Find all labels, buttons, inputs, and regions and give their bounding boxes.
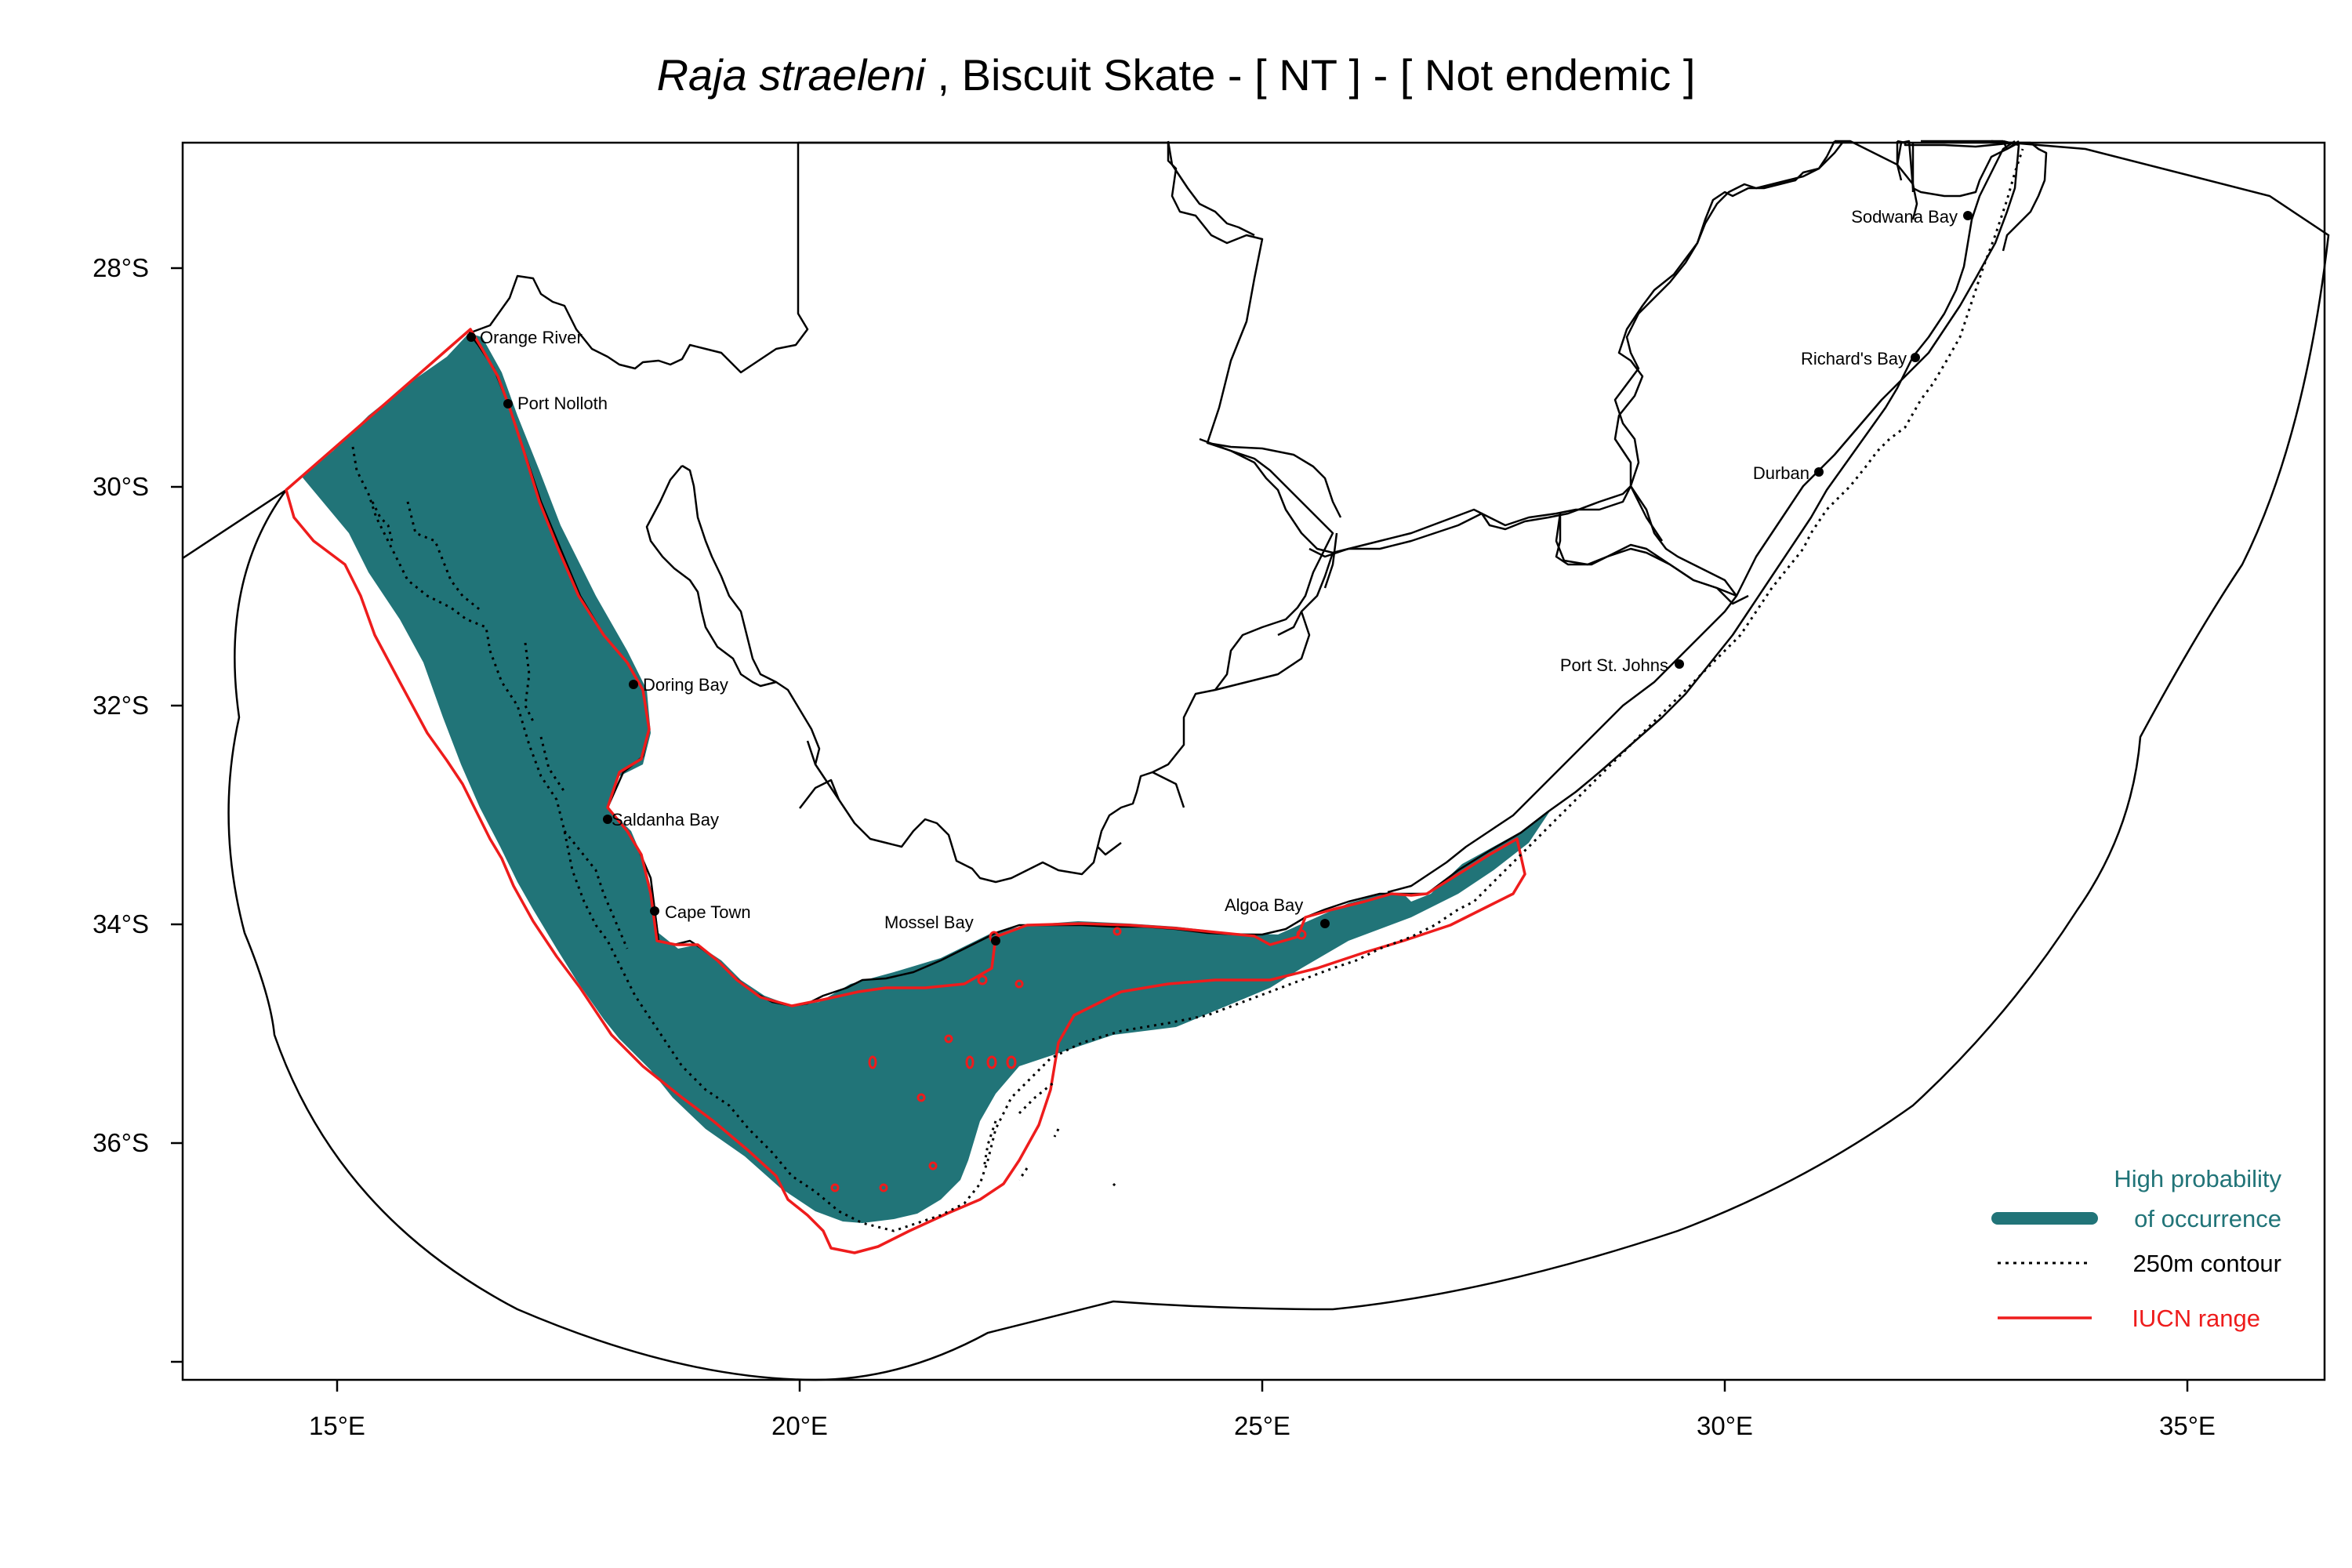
y-tick-label: 28°S <box>93 253 149 282</box>
x-axis-labels: 15°E 20°E 25°E 30°E 35°E <box>309 1411 2216 1440</box>
iucn-patches <box>830 927 1307 1192</box>
legend: High probability of occurrence 250m cont… <box>1991 1165 2281 1332</box>
marker-richards-bay <box>1911 353 1920 362</box>
legend-iucn-label: IUCN range <box>2132 1305 2260 1332</box>
label-durban: Durban <box>1753 463 1809 483</box>
label-sodwana-bay: Sodwana Bay <box>1851 207 1958 227</box>
marker-doring-bay <box>629 680 638 689</box>
label-doring-bay: Doring Bay <box>643 675 728 695</box>
label-mossel-bay: Mossel Bay <box>884 913 974 932</box>
label-port-nolloth: Port Nolloth <box>517 394 608 413</box>
y-axis-labels: 28°S 30°S 32°S 34°S 36°S <box>93 253 149 1157</box>
occurrence-area <box>302 333 1552 1223</box>
eastern-outlines <box>1167 140 2020 894</box>
y-tick-label: 32°S <box>93 691 149 720</box>
x-tick-label: 30°E <box>1697 1411 1753 1440</box>
legend-high-probability-line1: High probability <box>2114 1165 2281 1192</box>
marker-port-nolloth <box>503 399 513 408</box>
marker-mossel-bay <box>991 936 1000 946</box>
x-tick-label: 15°E <box>309 1411 365 1440</box>
place-markers <box>466 211 1973 946</box>
map-title: Raja straeleni , Biscuit Skate - [ NT ] … <box>657 50 1696 100</box>
land-outlines <box>468 140 2048 884</box>
coastline <box>468 140 2016 1007</box>
label-orange-river: Orange River <box>480 328 583 347</box>
y-tick-label: 34°S <box>93 909 149 938</box>
x-tick-label: 35°E <box>2159 1411 2216 1440</box>
title-rest: , Biscuit Skate - [ NT ] - [ Not endemic… <box>925 50 1695 100</box>
label-port-st-johns: Port St. Johns <box>1560 655 1668 675</box>
axis-ticks <box>171 267 2189 1392</box>
marker-sodwana-bay <box>1963 211 1973 220</box>
eez-boundary <box>182 140 2330 1381</box>
label-saldanha-bay: Saldanha Bay <box>612 810 719 829</box>
label-richards-bay: Richard's Bay <box>1801 349 1907 368</box>
legend-contour-label: 250m contour <box>2132 1250 2281 1277</box>
marker-cape-town <box>650 906 659 916</box>
marker-algoa-bay <box>1320 919 1330 928</box>
place-labels: Orange River Port Nolloth Doring Bay Sal… <box>480 207 1958 932</box>
contour-250m <box>351 148 2024 1232</box>
iucn-range-outline <box>285 328 1526 1254</box>
title-species: Raja straeleni <box>657 50 927 100</box>
marker-orange-river <box>466 332 476 342</box>
marker-saldanha-bay <box>603 815 612 824</box>
plot-frame <box>181 141 2326 1381</box>
x-tick-label: 20°E <box>771 1411 828 1440</box>
y-tick-label: 30°S <box>93 472 149 501</box>
label-cape-town: Cape Town <box>665 902 751 922</box>
marker-port-st-johns <box>1675 659 1684 669</box>
x-tick-label: 25°E <box>1234 1411 1290 1440</box>
marker-durban <box>1814 467 1824 477</box>
legend-high-probability-line2: of occurrence <box>2134 1205 2281 1232</box>
y-tick-label: 36°S <box>93 1128 149 1157</box>
label-algoa-bay: Algoa Bay <box>1225 895 1303 915</box>
